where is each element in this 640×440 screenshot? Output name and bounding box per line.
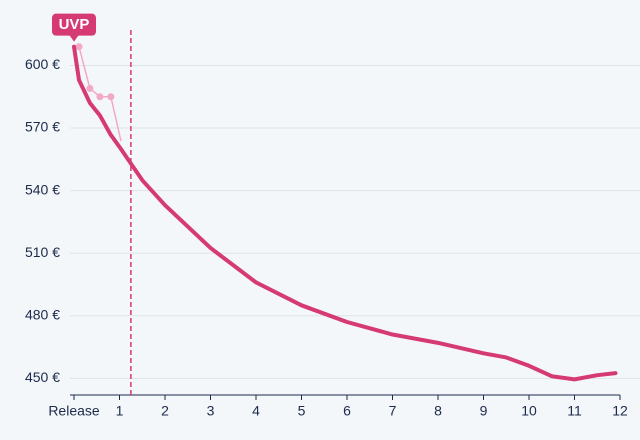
x-tick-label: Release	[48, 403, 100, 419]
series-line	[72, 44, 618, 382]
x-tick-label: 6	[343, 403, 351, 419]
x-tick-label: 2	[161, 403, 169, 419]
y-tick-label: 600 €	[25, 56, 60, 72]
series-point	[75, 43, 83, 51]
y-tick-label: 510 €	[25, 244, 60, 260]
series-point	[107, 93, 115, 101]
annotation-text: UVP	[59, 16, 90, 33]
y-tick-label: 540 €	[25, 181, 60, 197]
x-tick-label: 3	[207, 403, 215, 419]
series-point	[86, 84, 94, 92]
x-tick-label: 1	[116, 403, 124, 419]
x-tick-label: 7	[389, 403, 397, 419]
x-tick-label: 5	[298, 403, 306, 419]
x-tick-label: 9	[480, 403, 488, 419]
x-tick-label: 12	[612, 403, 628, 419]
x-tick-label: 4	[252, 403, 260, 419]
y-tick-label: 570 €	[25, 119, 60, 135]
annotation-box	[52, 13, 96, 36]
y-tick-label: 480 €	[25, 306, 60, 322]
x-tick-label: 11	[567, 403, 582, 419]
x-tick-label: 8	[434, 403, 442, 419]
series-point	[96, 93, 104, 101]
y-tick-label: 450 €	[25, 369, 60, 385]
annotation-pointer	[69, 34, 79, 42]
x-tick-label: 10	[521, 403, 537, 419]
